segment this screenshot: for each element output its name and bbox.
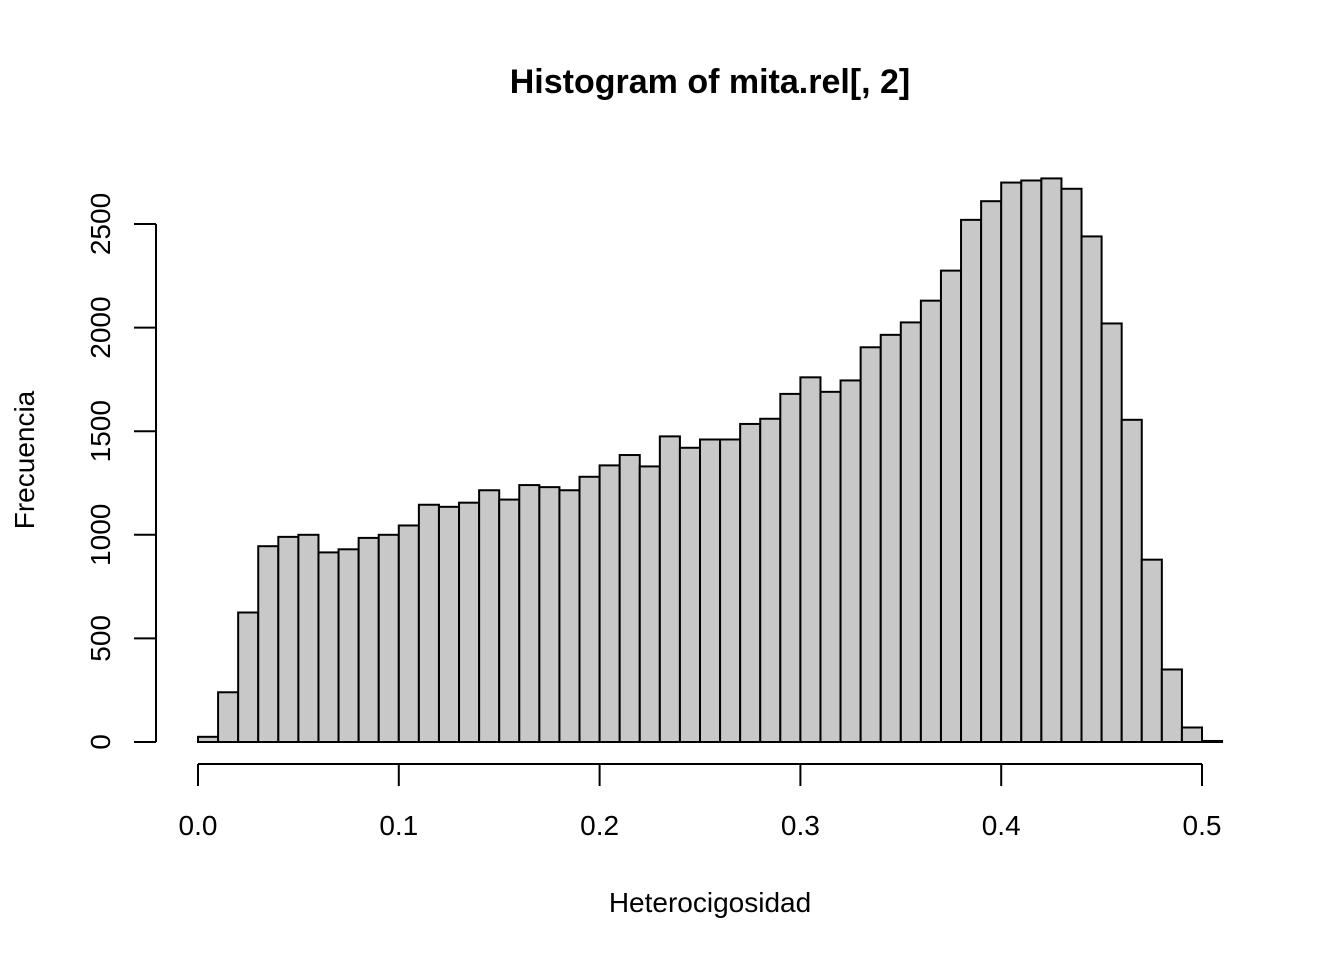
histogram-bar [819, 390, 842, 743]
histogram-bar [1140, 558, 1163, 743]
histogram-bar [357, 536, 380, 744]
histogram-bar [658, 435, 681, 743]
histogram-bar [839, 379, 862, 743]
histogram-bar [377, 533, 400, 743]
histogram-bar [277, 535, 300, 744]
x-tick-label: 0.0 [179, 810, 218, 841]
y-tick-label: 500 [85, 615, 116, 662]
histogram-bar [879, 333, 902, 743]
histogram-bar [217, 691, 240, 743]
histogram-bar [518, 484, 541, 743]
y-tick-label: 2000 [85, 296, 116, 358]
histogram-bar [317, 551, 340, 743]
histogram-bar [458, 501, 481, 743]
chart-title: Histogram of mita.rel[, 2] [510, 63, 911, 101]
histogram-bar [297, 533, 320, 743]
histogram-bar [939, 269, 963, 743]
x-tick-label: 0.3 [781, 810, 820, 841]
histogram-bar [678, 446, 701, 743]
bars-group [197, 177, 1224, 744]
histogram-bar [598, 464, 621, 743]
histogram-bar [498, 498, 521, 743]
histogram-bar [478, 489, 501, 744]
histogram-bar [638, 465, 661, 743]
x-tick-label: 0.4 [982, 810, 1021, 841]
histogram-bar [1080, 235, 1103, 743]
histogram-bar [1100, 322, 1123, 743]
histogram-bar [197, 735, 220, 744]
histogram-bar [1060, 187, 1083, 743]
x-axis: 0.0 0.1 0.2 0.3 0.4 0.5 [179, 763, 1222, 841]
histogram-bar [799, 376, 822, 743]
histogram-bar [980, 200, 1003, 743]
histogram-bar [618, 454, 641, 743]
histogram-bar [1201, 739, 1224, 743]
histogram-bar [719, 438, 742, 743]
histogram-bar [1180, 726, 1204, 743]
histogram-bar [558, 489, 581, 744]
histogram-bar [1020, 179, 1043, 744]
histogram-bar [699, 438, 722, 743]
x-tick-label: 0.1 [379, 810, 418, 841]
histogram-bar [257, 545, 280, 743]
histogram-bar [538, 486, 561, 744]
x-tick-label: 0.2 [580, 810, 619, 841]
histogram-bar [578, 475, 601, 743]
histogram-bar [1120, 418, 1143, 743]
y-tick-label: 1500 [85, 400, 116, 462]
y-tick-label: 2500 [85, 193, 116, 255]
y-axis: 0 500 1000 1500 2000 2500 [85, 193, 157, 750]
histogram-bar [739, 422, 762, 743]
histogram-bar [397, 524, 420, 744]
histogram-bar [337, 548, 360, 744]
x-tick-label: 0.5 [1183, 810, 1222, 841]
y-tick-label: 0 [85, 734, 116, 750]
histogram-bar [1040, 177, 1063, 743]
histogram-bar [960, 218, 983, 743]
histogram-bar [759, 417, 782, 743]
histogram-bar [919, 299, 942, 743]
histogram-bar [237, 611, 260, 743]
histogram-bar [417, 503, 440, 744]
histogram-bar [899, 321, 922, 743]
histogram-bar [1160, 668, 1183, 743]
histogram-bar [437, 505, 461, 743]
y-tick-label: 1000 [85, 504, 116, 566]
y-axis-label: Frecuencia [9, 390, 40, 529]
x-axis-label: Heterocigosidad [609, 887, 811, 918]
histogram-bar [859, 346, 882, 743]
histogram-bar [1000, 181, 1023, 743]
histogram-bar [779, 392, 802, 743]
